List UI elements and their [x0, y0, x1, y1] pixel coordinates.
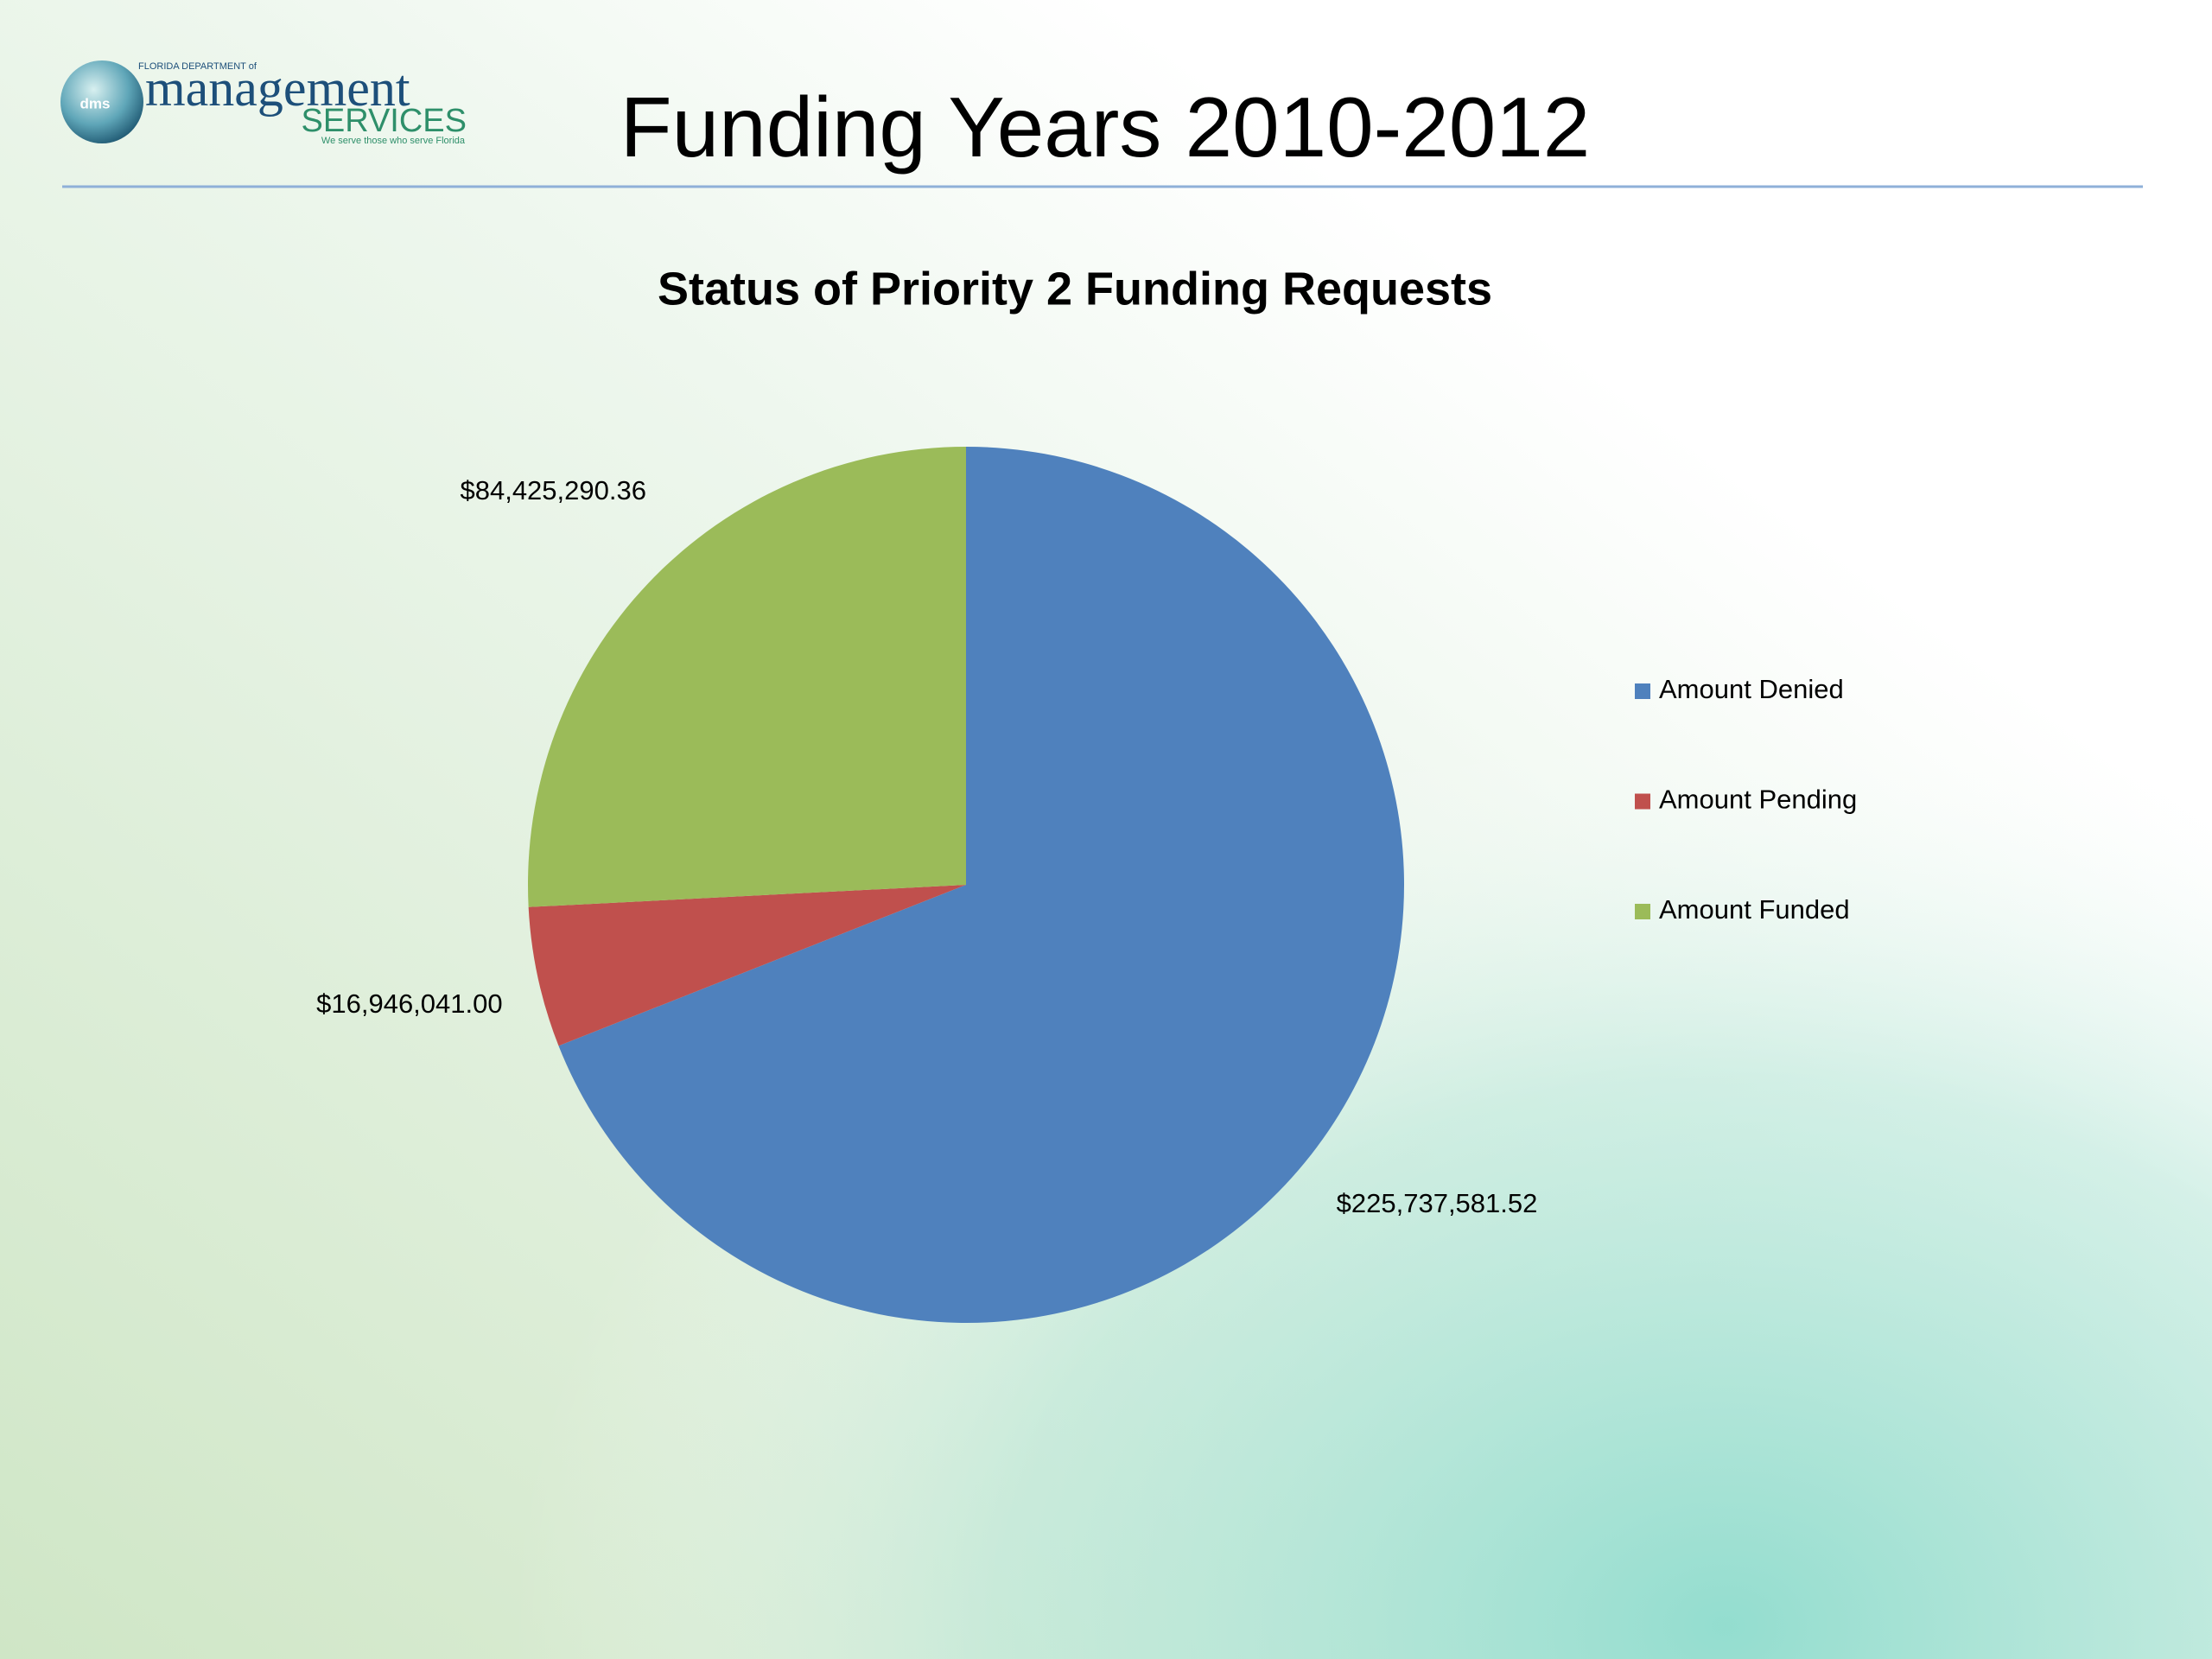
slide-title: Funding Years 2010-2012 — [620, 79, 1591, 175]
chart-title: Status of Priority 2 Funding Requests — [658, 263, 1492, 315]
pie-slice — [528, 447, 966, 907]
logo-department: FLORIDA DEPARTMENT of — [138, 61, 257, 72]
legend-swatch — [1635, 793, 1650, 810]
data-label: $16,946,041.00 — [316, 988, 503, 1019]
data-label: $84,425,290.36 — [460, 475, 646, 505]
pie-slice — [558, 447, 1405, 1323]
data-label: $225,737,581.52 — [1337, 1188, 1538, 1218]
logo: dms FLORIDA DEPARTMENT of management SER… — [60, 60, 467, 146]
pie-chart: $225,737,581.52 $16,946,041.00 $84,425,290… — [316, 447, 1857, 1323]
legend-swatch — [1635, 683, 1650, 699]
legend-label: Amount Pending — [1659, 785, 1857, 815]
legend-swatch — [1635, 904, 1650, 919]
legend-label: Amount Denied — [1659, 674, 1844, 704]
logo-tagline: We serve those who serve Florida — [321, 136, 466, 146]
legend-label: Amount Funded — [1659, 894, 1850, 925]
logo-badge: dms — [80, 95, 111, 111]
logo-services: SERVICES — [302, 103, 467, 139]
pie-slice — [528, 885, 966, 1046]
logo-name: management — [145, 60, 410, 117]
logo-globe — [60, 60, 143, 143]
